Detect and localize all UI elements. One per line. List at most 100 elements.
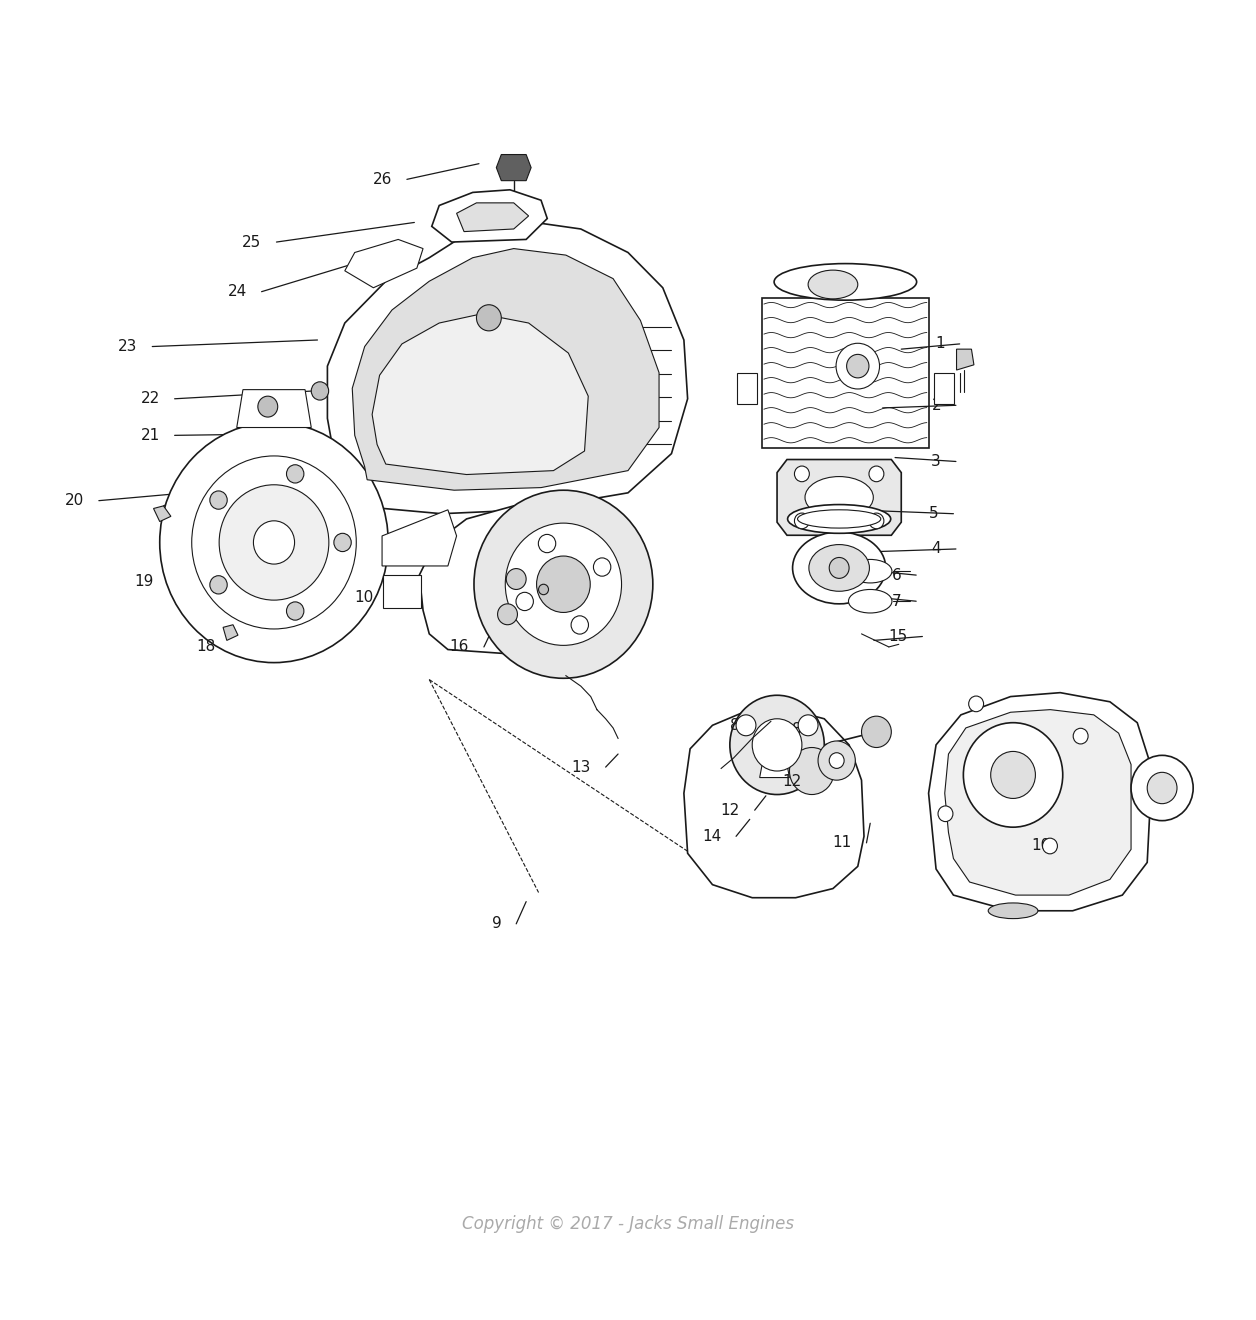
Circle shape — [991, 751, 1035, 799]
Text: 21: 21 — [141, 428, 160, 442]
Circle shape — [476, 305, 501, 331]
Text: 8: 8 — [793, 722, 801, 737]
Text: 16: 16 — [450, 639, 468, 655]
Ellipse shape — [808, 271, 858, 298]
Text: 15: 15 — [888, 630, 908, 644]
Ellipse shape — [809, 545, 869, 591]
Ellipse shape — [798, 510, 880, 528]
Polygon shape — [153, 506, 171, 521]
Circle shape — [506, 569, 526, 590]
Circle shape — [192, 455, 357, 628]
Bar — [761, 297, 929, 447]
Text: 19: 19 — [134, 574, 153, 589]
Text: 8: 8 — [730, 718, 740, 733]
Text: 5: 5 — [929, 506, 938, 521]
Text: 17: 17 — [534, 590, 554, 605]
Polygon shape — [352, 248, 659, 490]
Ellipse shape — [847, 354, 869, 378]
Polygon shape — [236, 389, 311, 428]
Polygon shape — [928, 693, 1149, 911]
Circle shape — [752, 719, 801, 771]
Circle shape — [210, 576, 227, 594]
Ellipse shape — [774, 264, 917, 300]
Text: 1: 1 — [936, 337, 945, 351]
Text: 10: 10 — [354, 590, 373, 605]
Circle shape — [730, 696, 824, 795]
Polygon shape — [432, 190, 548, 242]
Circle shape — [829, 557, 849, 578]
Text: 2: 2 — [932, 397, 941, 413]
Circle shape — [219, 484, 329, 601]
Text: 20: 20 — [65, 494, 84, 508]
Circle shape — [1147, 772, 1177, 804]
Circle shape — [254, 521, 295, 564]
Text: 12: 12 — [721, 803, 740, 817]
Circle shape — [516, 593, 534, 611]
Polygon shape — [224, 624, 237, 640]
Circle shape — [798, 715, 818, 735]
Text: 18: 18 — [196, 639, 216, 655]
Circle shape — [829, 752, 844, 768]
Circle shape — [1042, 838, 1058, 854]
Circle shape — [795, 466, 809, 482]
Circle shape — [536, 556, 590, 612]
Polygon shape — [957, 350, 973, 370]
Ellipse shape — [836, 343, 879, 389]
Text: 12: 12 — [782, 774, 801, 789]
Circle shape — [311, 381, 329, 400]
Polygon shape — [760, 764, 790, 777]
Ellipse shape — [988, 903, 1037, 919]
Circle shape — [210, 491, 227, 510]
Circle shape — [539, 535, 555, 553]
Text: 11: 11 — [833, 836, 852, 850]
Circle shape — [869, 466, 884, 482]
Text: 10: 10 — [1031, 838, 1050, 853]
Circle shape — [160, 422, 388, 663]
Polygon shape — [777, 459, 902, 536]
Text: 25: 25 — [242, 235, 261, 249]
Ellipse shape — [849, 590, 892, 612]
Polygon shape — [382, 510, 457, 566]
Text: 9: 9 — [491, 916, 501, 932]
Circle shape — [539, 585, 549, 595]
Text: 7: 7 — [892, 594, 902, 609]
Bar — [737, 372, 756, 404]
Circle shape — [736, 715, 756, 735]
Circle shape — [968, 696, 983, 711]
Polygon shape — [345, 239, 423, 288]
Circle shape — [571, 616, 589, 634]
Polygon shape — [685, 710, 864, 898]
Ellipse shape — [849, 560, 892, 583]
Polygon shape — [383, 576, 421, 607]
Circle shape — [474, 490, 653, 678]
Ellipse shape — [805, 477, 873, 519]
Circle shape — [790, 747, 834, 795]
Ellipse shape — [793, 532, 885, 603]
Text: 13: 13 — [571, 759, 590, 775]
Circle shape — [938, 807, 953, 821]
Circle shape — [286, 465, 304, 483]
Polygon shape — [457, 203, 529, 231]
Ellipse shape — [788, 504, 891, 533]
Polygon shape — [420, 503, 647, 653]
Text: Copyright © 2017 - Jacks Small Engines: Copyright © 2017 - Jacks Small Engines — [462, 1216, 794, 1233]
Circle shape — [257, 396, 278, 417]
Polygon shape — [945, 710, 1132, 895]
Circle shape — [505, 523, 622, 645]
Circle shape — [334, 533, 352, 552]
Text: 14: 14 — [702, 829, 721, 843]
Circle shape — [818, 741, 855, 780]
Circle shape — [497, 603, 517, 624]
Text: 24: 24 — [227, 284, 246, 300]
Circle shape — [862, 717, 892, 747]
Polygon shape — [328, 223, 687, 513]
Circle shape — [593, 558, 610, 576]
Bar — [934, 372, 955, 404]
Text: 4: 4 — [932, 541, 941, 557]
Circle shape — [1073, 729, 1088, 744]
Circle shape — [963, 722, 1063, 828]
Text: 6: 6 — [892, 568, 902, 582]
Text: 22: 22 — [141, 391, 160, 407]
Circle shape — [1132, 755, 1193, 821]
Circle shape — [286, 602, 304, 620]
